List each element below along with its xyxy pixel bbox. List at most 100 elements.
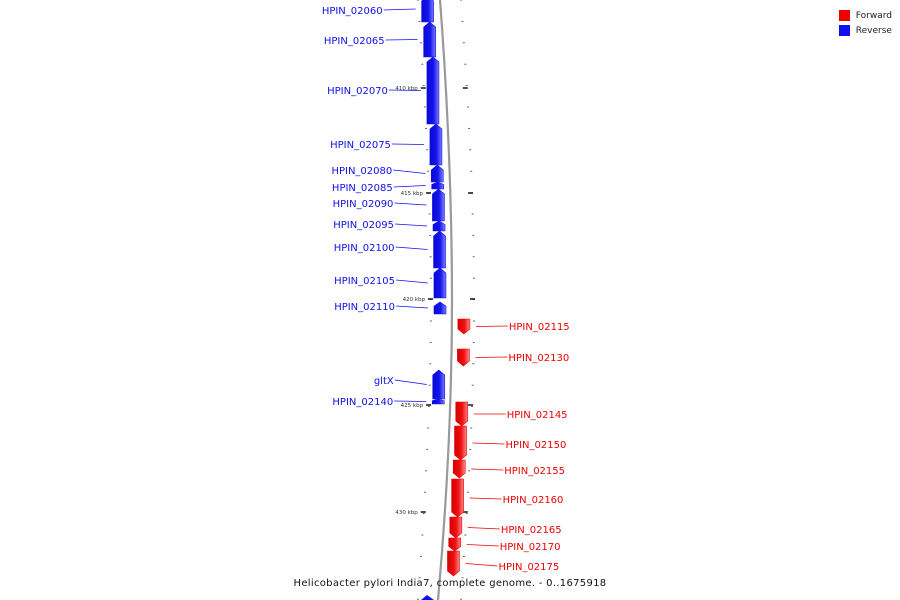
gene-arrow — [452, 459, 466, 479]
legend-entry-reverse: Reverse — [838, 23, 892, 38]
gene-arrow — [432, 369, 446, 400]
gene-HPIN_02115: HPIN_02115 — [457, 318, 570, 335]
scale-labels: 410 kbp 415 kbp 420 kbp 425 kbp 430 kbp — [395, 86, 475, 600]
gene-arrow — [431, 181, 445, 190]
gene-HPIN_02145: HPIN_02145 — [455, 401, 568, 427]
gene-features: HPIN_02060 HPIN_02065 HPIN_02070 HPIN_02075… — [322, 0, 570, 577]
gene-gltX: gltX — [374, 369, 446, 400]
genome-title: Helicobacter pylori India7, complete gen… — [293, 578, 607, 589]
gene-arrow — [454, 425, 467, 461]
gene-leader-line — [471, 468, 504, 471]
gene-leader-line — [388, 89, 421, 91]
gene-HPIN_02105: HPIN_02105 — [334, 267, 447, 299]
gene-label: HPIN_02150 — [506, 440, 567, 451]
gene-HPIN_02175: HPIN_02175 — [447, 550, 559, 577]
gene-HPIN_02080: HPIN_02080 — [331, 164, 444, 183]
gene-leader-line — [475, 356, 508, 358]
legend-label-forward: Forward — [855, 10, 892, 21]
gene-arrow — [433, 301, 447, 315]
forward-swatch — [838, 10, 850, 21]
gene-label: HPIN_02140 — [332, 397, 393, 408]
gene-label: HPIN_02065 — [324, 36, 385, 47]
gene-leader-line — [394, 202, 427, 206]
scale-label: 430 kbp — [395, 510, 418, 516]
scale-label: 425 kbp — [401, 403, 424, 409]
strand-legend: Forward Reverse — [838, 8, 892, 38]
gene-label: HPIN_02060 — [322, 6, 383, 17]
gene-leader-line — [465, 563, 498, 567]
scale-label: 420 kbp — [403, 297, 426, 303]
gene-label: HPIN_02170 — [500, 542, 561, 553]
gene-arrow — [457, 348, 470, 367]
gene-arrow — [423, 21, 436, 58]
gene-leader-line — [467, 527, 500, 530]
gene-HPIN_02140: HPIN_02140 — [332, 397, 445, 408]
partial-gene-arrow — [421, 595, 434, 600]
gene-HPIN_02085: HPIN_02085 — [332, 181, 445, 194]
gene-arrow — [455, 401, 469, 427]
gene-arrow — [448, 537, 462, 552]
gene-HPIN_02100: HPIN_02100 — [334, 230, 446, 269]
scale-label: 415 kbp — [401, 191, 424, 197]
gene-HPIN_02150: HPIN_02150 — [454, 425, 567, 461]
gene-label: HPIN_02080 — [331, 166, 392, 177]
gene-arrow — [429, 123, 443, 166]
gene-arrow — [449, 516, 463, 539]
gene-HPIN_02110: HPIN_02110 — [334, 301, 447, 315]
gene-HPIN_02095: HPIN_02095 — [333, 220, 446, 232]
gene-HPIN_02065: HPIN_02065 — [324, 21, 436, 58]
gene-HPIN_02070: HPIN_02070 — [327, 56, 440, 125]
reverse-swatch — [838, 25, 850, 36]
gene-label: HPIN_02075 — [330, 140, 391, 151]
genome-backbone — [436, 0, 454, 600]
legend-entry-forward: Forward — [838, 8, 892, 23]
gene-HPIN_02060: HPIN_02060 — [322, 0, 434, 23]
gene-arrow — [426, 56, 440, 125]
gene-leader-line — [385, 39, 418, 41]
gene-arrow — [430, 164, 444, 183]
gene-leader-line — [394, 379, 427, 385]
gene-arrow — [432, 220, 446, 232]
gene-HPIN_02160: HPIN_02160 — [451, 478, 564, 518]
gene-leader-line — [395, 246, 428, 250]
gene-leader-line — [469, 497, 502, 500]
gene-label: HPIN_02130 — [508, 353, 569, 364]
scale-label: 410 kbp — [395, 86, 418, 92]
gene-arrow — [447, 550, 460, 577]
gene-HPIN_02165: HPIN_02165 — [449, 516, 562, 539]
gene-arrow — [431, 398, 445, 405]
gene-leader-line — [391, 143, 424, 145]
gene-label: HPIN_02095 — [333, 220, 394, 231]
gene-label: HPIN_02115 — [509, 322, 570, 333]
gene-arrow — [433, 267, 447, 299]
gene-leader-line — [393, 185, 426, 188]
gene-leader-line — [394, 400, 427, 402]
gene-label: HPIN_02105 — [334, 276, 395, 287]
gene-HPIN_02130: HPIN_02130 — [457, 348, 569, 367]
gene-label: HPIN_02155 — [504, 466, 565, 477]
gene-label: HPIN_02160 — [503, 495, 564, 506]
gene-label: HPIN_02070 — [327, 86, 388, 97]
gene-label: HPIN_02175 — [498, 562, 559, 573]
gene-arrow — [421, 0, 434, 23]
gene-arrow — [433, 230, 446, 269]
gene-leader-line — [395, 305, 429, 309]
gene-HPIN_02155: HPIN_02155 — [452, 459, 565, 479]
gene-label: HPIN_02165 — [501, 525, 562, 536]
gene-label: HPIN_02085 — [332, 183, 393, 194]
gene-leader-line — [395, 279, 428, 284]
gene-arrow — [432, 188, 445, 222]
gene-leader-line — [395, 223, 428, 227]
gene-arrow — [457, 318, 471, 335]
gene-leader-line — [472, 442, 505, 445]
gene-HPIN_02090: HPIN_02090 — [333, 188, 445, 222]
gene-leader-line — [383, 8, 416, 11]
gene-arrow — [451, 478, 464, 518]
gene-label: gltX — [374, 376, 394, 387]
gene-HPIN_02075: HPIN_02075 — [330, 123, 443, 166]
legend-label-reverse: Reverse — [855, 25, 892, 36]
gene-label: HPIN_02090 — [333, 199, 394, 210]
tick-marks — [417, 0, 475, 600]
